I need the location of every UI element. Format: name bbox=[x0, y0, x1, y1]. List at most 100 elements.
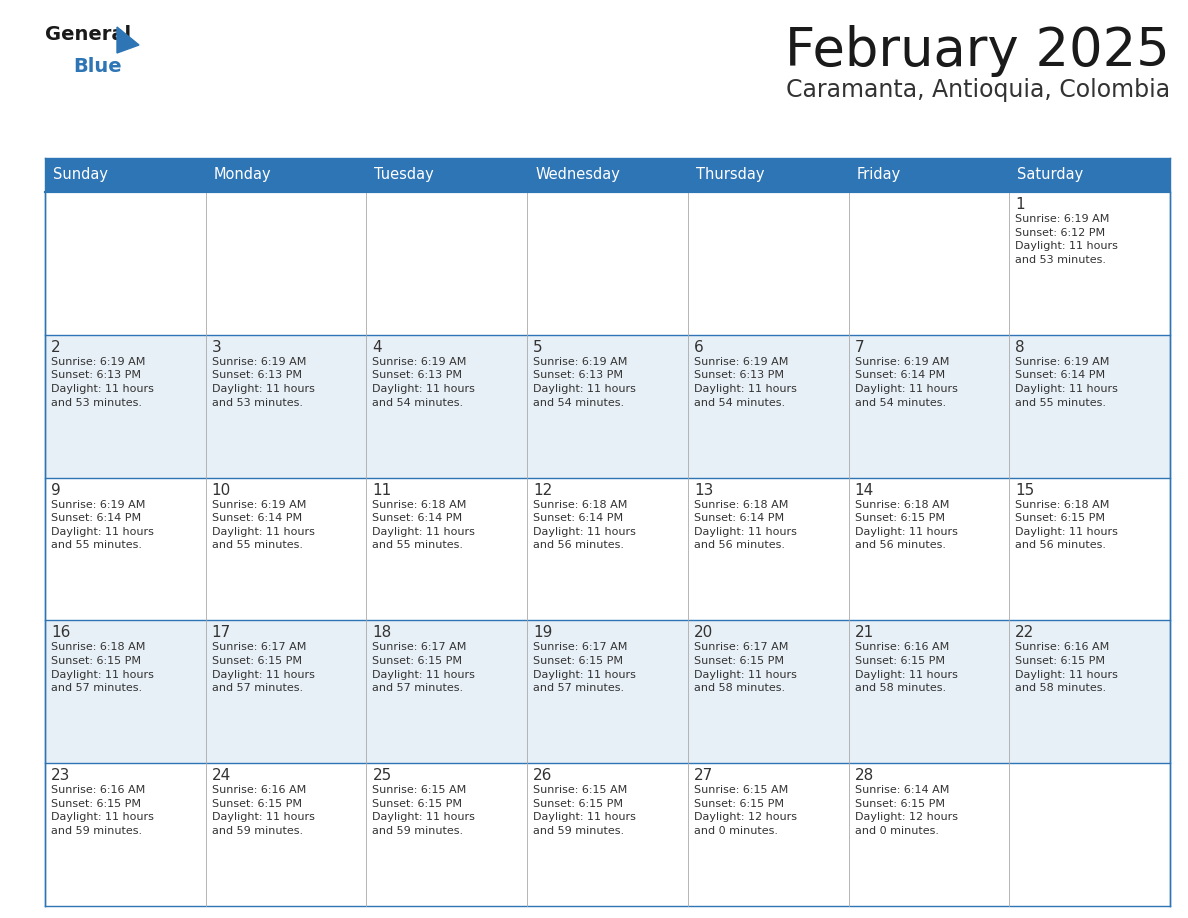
Text: Sunrise: 6:19 AM
Sunset: 6:14 PM
Daylight: 11 hours
and 55 minutes.: Sunrise: 6:19 AM Sunset: 6:14 PM Dayligh… bbox=[51, 499, 154, 551]
Bar bbox=[206, 477, 366, 621]
Text: Tuesday: Tuesday bbox=[374, 167, 434, 183]
Text: Sunrise: 6:19 AM
Sunset: 6:13 PM
Daylight: 11 hours
and 53 minutes.: Sunrise: 6:19 AM Sunset: 6:13 PM Dayligh… bbox=[51, 357, 154, 408]
Text: 5: 5 bbox=[533, 340, 543, 354]
Bar bbox=[206, 335, 366, 477]
Text: 4: 4 bbox=[372, 340, 383, 354]
Bar bbox=[366, 192, 527, 335]
Text: Sunrise: 6:16 AM
Sunset: 6:15 PM
Daylight: 11 hours
and 59 minutes.: Sunrise: 6:16 AM Sunset: 6:15 PM Dayligh… bbox=[51, 785, 154, 836]
Text: Sunrise: 6:15 AM
Sunset: 6:15 PM
Daylight: 11 hours
and 59 minutes.: Sunrise: 6:15 AM Sunset: 6:15 PM Dayligh… bbox=[533, 785, 636, 836]
Bar bbox=[688, 477, 848, 621]
Text: Sunrise: 6:18 AM
Sunset: 6:14 PM
Daylight: 11 hours
and 55 minutes.: Sunrise: 6:18 AM Sunset: 6:14 PM Dayligh… bbox=[372, 499, 475, 551]
Text: 2: 2 bbox=[51, 340, 61, 354]
Text: Sunrise: 6:18 AM
Sunset: 6:14 PM
Daylight: 11 hours
and 56 minutes.: Sunrise: 6:18 AM Sunset: 6:14 PM Dayligh… bbox=[533, 499, 636, 551]
Bar bbox=[848, 763, 1010, 906]
Text: Friday: Friday bbox=[857, 167, 901, 183]
Bar bbox=[527, 477, 688, 621]
Text: Sunrise: 6:18 AM
Sunset: 6:15 PM
Daylight: 11 hours
and 57 minutes.: Sunrise: 6:18 AM Sunset: 6:15 PM Dayligh… bbox=[51, 643, 154, 693]
Text: 8: 8 bbox=[1016, 340, 1025, 354]
Bar bbox=[206, 158, 366, 192]
Bar bbox=[366, 763, 527, 906]
Text: Sunrise: 6:19 AM
Sunset: 6:14 PM
Daylight: 11 hours
and 54 minutes.: Sunrise: 6:19 AM Sunset: 6:14 PM Dayligh… bbox=[854, 357, 958, 408]
Text: 7: 7 bbox=[854, 340, 864, 354]
Text: Saturday: Saturday bbox=[1017, 167, 1083, 183]
Bar bbox=[527, 335, 688, 477]
Text: 28: 28 bbox=[854, 768, 874, 783]
Bar bbox=[527, 192, 688, 335]
Bar bbox=[688, 192, 848, 335]
Bar bbox=[1010, 763, 1170, 906]
Text: Sunrise: 6:19 AM
Sunset: 6:13 PM
Daylight: 11 hours
and 54 minutes.: Sunrise: 6:19 AM Sunset: 6:13 PM Dayligh… bbox=[694, 357, 797, 408]
Text: Sunrise: 6:19 AM
Sunset: 6:12 PM
Daylight: 11 hours
and 53 minutes.: Sunrise: 6:19 AM Sunset: 6:12 PM Dayligh… bbox=[1016, 214, 1118, 264]
Text: 16: 16 bbox=[51, 625, 70, 641]
Bar bbox=[848, 335, 1010, 477]
Text: Sunrise: 6:15 AM
Sunset: 6:15 PM
Daylight: 11 hours
and 59 minutes.: Sunrise: 6:15 AM Sunset: 6:15 PM Dayligh… bbox=[372, 785, 475, 836]
Bar bbox=[206, 621, 366, 763]
Text: 27: 27 bbox=[694, 768, 713, 783]
Text: Sunrise: 6:19 AM
Sunset: 6:14 PM
Daylight: 11 hours
and 55 minutes.: Sunrise: 6:19 AM Sunset: 6:14 PM Dayligh… bbox=[211, 499, 315, 551]
Bar bbox=[688, 158, 848, 192]
Text: 11: 11 bbox=[372, 483, 392, 498]
Text: Sunrise: 6:16 AM
Sunset: 6:15 PM
Daylight: 11 hours
and 58 minutes.: Sunrise: 6:16 AM Sunset: 6:15 PM Dayligh… bbox=[854, 643, 958, 693]
Polygon shape bbox=[116, 27, 139, 53]
Bar bbox=[848, 192, 1010, 335]
Text: Sunrise: 6:19 AM
Sunset: 6:13 PM
Daylight: 11 hours
and 54 minutes.: Sunrise: 6:19 AM Sunset: 6:13 PM Dayligh… bbox=[372, 357, 475, 408]
Text: 10: 10 bbox=[211, 483, 230, 498]
Bar bbox=[527, 158, 688, 192]
Text: 23: 23 bbox=[51, 768, 70, 783]
Text: Sunrise: 6:15 AM
Sunset: 6:15 PM
Daylight: 12 hours
and 0 minutes.: Sunrise: 6:15 AM Sunset: 6:15 PM Dayligh… bbox=[694, 785, 797, 836]
Text: Sunrise: 6:18 AM
Sunset: 6:15 PM
Daylight: 11 hours
and 56 minutes.: Sunrise: 6:18 AM Sunset: 6:15 PM Dayligh… bbox=[1016, 499, 1118, 551]
Text: 24: 24 bbox=[211, 768, 230, 783]
Text: Sunrise: 6:19 AM
Sunset: 6:14 PM
Daylight: 11 hours
and 55 minutes.: Sunrise: 6:19 AM Sunset: 6:14 PM Dayligh… bbox=[1016, 357, 1118, 408]
Text: 19: 19 bbox=[533, 625, 552, 641]
Bar bbox=[366, 477, 527, 621]
Bar bbox=[848, 621, 1010, 763]
Text: 12: 12 bbox=[533, 483, 552, 498]
Bar bbox=[45, 192, 206, 335]
Bar bbox=[1010, 158, 1170, 192]
Text: Sunrise: 6:17 AM
Sunset: 6:15 PM
Daylight: 11 hours
and 58 minutes.: Sunrise: 6:17 AM Sunset: 6:15 PM Dayligh… bbox=[694, 643, 797, 693]
Bar bbox=[848, 477, 1010, 621]
Bar bbox=[45, 158, 206, 192]
Bar bbox=[366, 621, 527, 763]
Text: Caramanta, Antioquia, Colombia: Caramanta, Antioquia, Colombia bbox=[786, 78, 1170, 102]
Bar bbox=[848, 158, 1010, 192]
Bar bbox=[45, 477, 206, 621]
Text: Sunrise: 6:16 AM
Sunset: 6:15 PM
Daylight: 11 hours
and 58 minutes.: Sunrise: 6:16 AM Sunset: 6:15 PM Dayligh… bbox=[1016, 643, 1118, 693]
Text: 26: 26 bbox=[533, 768, 552, 783]
Bar bbox=[45, 335, 206, 477]
Bar bbox=[1010, 335, 1170, 477]
Text: Sunrise: 6:18 AM
Sunset: 6:15 PM
Daylight: 11 hours
and 56 minutes.: Sunrise: 6:18 AM Sunset: 6:15 PM Dayligh… bbox=[854, 499, 958, 551]
Bar bbox=[366, 335, 527, 477]
Text: Sunrise: 6:16 AM
Sunset: 6:15 PM
Daylight: 11 hours
and 59 minutes.: Sunrise: 6:16 AM Sunset: 6:15 PM Dayligh… bbox=[211, 785, 315, 836]
Text: 20: 20 bbox=[694, 625, 713, 641]
Text: 6: 6 bbox=[694, 340, 703, 354]
Bar bbox=[527, 763, 688, 906]
Text: Sunrise: 6:17 AM
Sunset: 6:15 PM
Daylight: 11 hours
and 57 minutes.: Sunrise: 6:17 AM Sunset: 6:15 PM Dayligh… bbox=[533, 643, 636, 693]
Text: February 2025: February 2025 bbox=[785, 25, 1170, 77]
Text: 15: 15 bbox=[1016, 483, 1035, 498]
Text: Sunday: Sunday bbox=[53, 167, 108, 183]
Text: Blue: Blue bbox=[72, 57, 121, 76]
Text: 18: 18 bbox=[372, 625, 392, 641]
Text: Sunrise: 6:17 AM
Sunset: 6:15 PM
Daylight: 11 hours
and 57 minutes.: Sunrise: 6:17 AM Sunset: 6:15 PM Dayligh… bbox=[372, 643, 475, 693]
Bar bbox=[206, 192, 366, 335]
Text: Sunrise: 6:17 AM
Sunset: 6:15 PM
Daylight: 11 hours
and 57 minutes.: Sunrise: 6:17 AM Sunset: 6:15 PM Dayligh… bbox=[211, 643, 315, 693]
Text: General: General bbox=[45, 25, 131, 44]
Bar bbox=[45, 763, 206, 906]
Bar bbox=[688, 621, 848, 763]
Bar bbox=[1010, 477, 1170, 621]
Text: Monday: Monday bbox=[214, 167, 271, 183]
Bar bbox=[1010, 621, 1170, 763]
Text: 22: 22 bbox=[1016, 625, 1035, 641]
Text: Wednesday: Wednesday bbox=[535, 167, 620, 183]
Text: 25: 25 bbox=[372, 768, 392, 783]
Bar bbox=[206, 763, 366, 906]
Text: 21: 21 bbox=[854, 625, 874, 641]
Bar bbox=[1010, 192, 1170, 335]
Text: 14: 14 bbox=[854, 483, 874, 498]
Text: 17: 17 bbox=[211, 625, 230, 641]
Text: Sunrise: 6:14 AM
Sunset: 6:15 PM
Daylight: 12 hours
and 0 minutes.: Sunrise: 6:14 AM Sunset: 6:15 PM Dayligh… bbox=[854, 785, 958, 836]
Text: 13: 13 bbox=[694, 483, 713, 498]
Text: Sunrise: 6:19 AM
Sunset: 6:13 PM
Daylight: 11 hours
and 53 minutes.: Sunrise: 6:19 AM Sunset: 6:13 PM Dayligh… bbox=[211, 357, 315, 408]
Bar bbox=[688, 335, 848, 477]
